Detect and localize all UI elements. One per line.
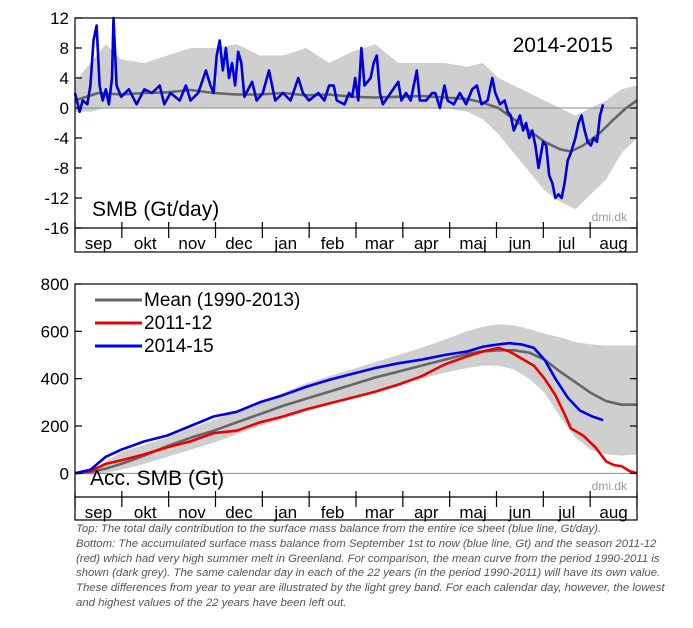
accumulated-smb-month-label-okt: okt <box>134 503 157 522</box>
accumulated-smb-month-label-feb: feb <box>321 503 345 522</box>
accumulated-smb-band-area <box>75 324 637 475</box>
accumulated-smb-month-label-jul: jul <box>557 503 575 522</box>
daily-smb-month-label-dec: dec <box>225 234 253 253</box>
daily-smb-ytick-label: -12 <box>44 189 69 208</box>
daily-smb-title: 2014-2015 <box>513 34 613 57</box>
figure-caption: Top: The total daily contribution to the… <box>76 522 676 611</box>
accumulated-smb-month-label-dec: dec <box>225 503 253 522</box>
accumulated-smb-month-label-jun: jun <box>508 503 532 522</box>
caption-top-paragraph: Top: The total daily contribution to the… <box>76 523 602 535</box>
accumulated-smb-month-label-jan: jan <box>273 503 297 522</box>
daily-smb-ytick-label: 0 <box>60 99 69 118</box>
accumulated-smb-legend: Mean (1990-2013) 2011-12 2014-15 <box>95 290 300 357</box>
accumulated-smb-month-label-aug: aug <box>599 503 627 522</box>
legend-label-2014-15: 2014-15 <box>144 336 214 357</box>
accumulated-smb-frame <box>74 283 638 521</box>
daily-smb-ytick-label: -4 <box>54 129 69 148</box>
daily-smb-month-label-apr: apr <box>414 234 439 253</box>
accumulated-smb-month-label-apr: apr <box>414 503 439 522</box>
daily-smb-month-label-aug: aug <box>599 234 627 253</box>
daily-smb-month-label-nov: nov <box>178 234 206 253</box>
accumulated-smb-ylabel: Acc. SMB (Gt) <box>90 467 224 490</box>
accumulated-smb-ytick-label: 200 <box>41 417 69 436</box>
daily-smb-month-label-maj: maj <box>459 234 486 253</box>
accumulated-smb-axes: 800 600 400 200 0 sep okt nov dec jan feb mar apr maj… <box>41 275 638 522</box>
daily-smb-month-label-okt: okt <box>134 234 157 253</box>
legend-label-mean: Mean (1990-2013) <box>144 290 300 311</box>
daily-smb-frame <box>74 17 638 253</box>
daily-smb-ytick-label: -8 <box>54 159 69 178</box>
legend-label-2011-12: 2011-12 <box>144 313 212 334</box>
accumulated-smb-ytick-label: 0 <box>60 464 69 483</box>
accumulated-smb-month-label-maj: maj <box>459 503 486 522</box>
daily-smb-month-label-sep: sep <box>85 234 112 253</box>
accumulated-smb-credit: dmi.dk <box>592 479 628 493</box>
daily-smb-credit: dmi.dk <box>592 210 628 224</box>
daily-smb-month-label-jul: jul <box>557 234 575 253</box>
daily-smb-month-label-feb: feb <box>321 234 345 253</box>
accumulated-smb-variability-band <box>75 324 637 475</box>
accumulated-smb-ytick-label: 800 <box>41 275 69 294</box>
daily-smb-month-label-jan: jan <box>273 234 297 253</box>
daily-smb-axes: 12 8 4 0 -4 -8 -12 -16 sep okt nov dec jan feb mar apr m… <box>44 9 638 253</box>
daily-smb-panel: 12 8 4 0 -4 -8 -12 -16 sep okt nov dec jan feb mar apr m… <box>44 9 638 253</box>
accumulated-smb-panel: 800 600 400 200 0 sep okt nov dec jan feb mar apr maj… <box>41 275 638 522</box>
daily-smb-series <box>73 16 638 200</box>
accumulated-smb-ytick-label: 600 <box>41 322 69 341</box>
accumulated-smb-ytick-label: 400 <box>41 370 69 389</box>
daily-smb-series-2014-15 <box>73 16 605 200</box>
daily-smb-ytick-label: 8 <box>60 39 69 58</box>
accumulated-smb-month-label-mar: mar <box>365 503 395 522</box>
accumulated-smb-month-label-nov: nov <box>178 503 206 522</box>
daily-smb-ytick-label: 4 <box>60 69 69 88</box>
accumulated-smb-month-label-sep: sep <box>85 503 112 522</box>
accumulated-smb-series-2011-12 <box>74 346 638 475</box>
daily-smb-ytick-label: -16 <box>44 219 69 238</box>
daily-smb-ytick-label: 12 <box>50 9 69 28</box>
accumulated-smb-series <box>74 341 638 475</box>
daily-smb-ylabel: SMB (Gt/day) <box>92 198 219 221</box>
accumulated-smb-series-2014-15 <box>74 341 604 475</box>
caption-bottom-paragraph: Bottom: The accumulated surface mass bal… <box>76 537 665 609</box>
daily-smb-month-label-jun: jun <box>508 234 532 253</box>
daily-smb-month-label-mar: mar <box>365 234 395 253</box>
